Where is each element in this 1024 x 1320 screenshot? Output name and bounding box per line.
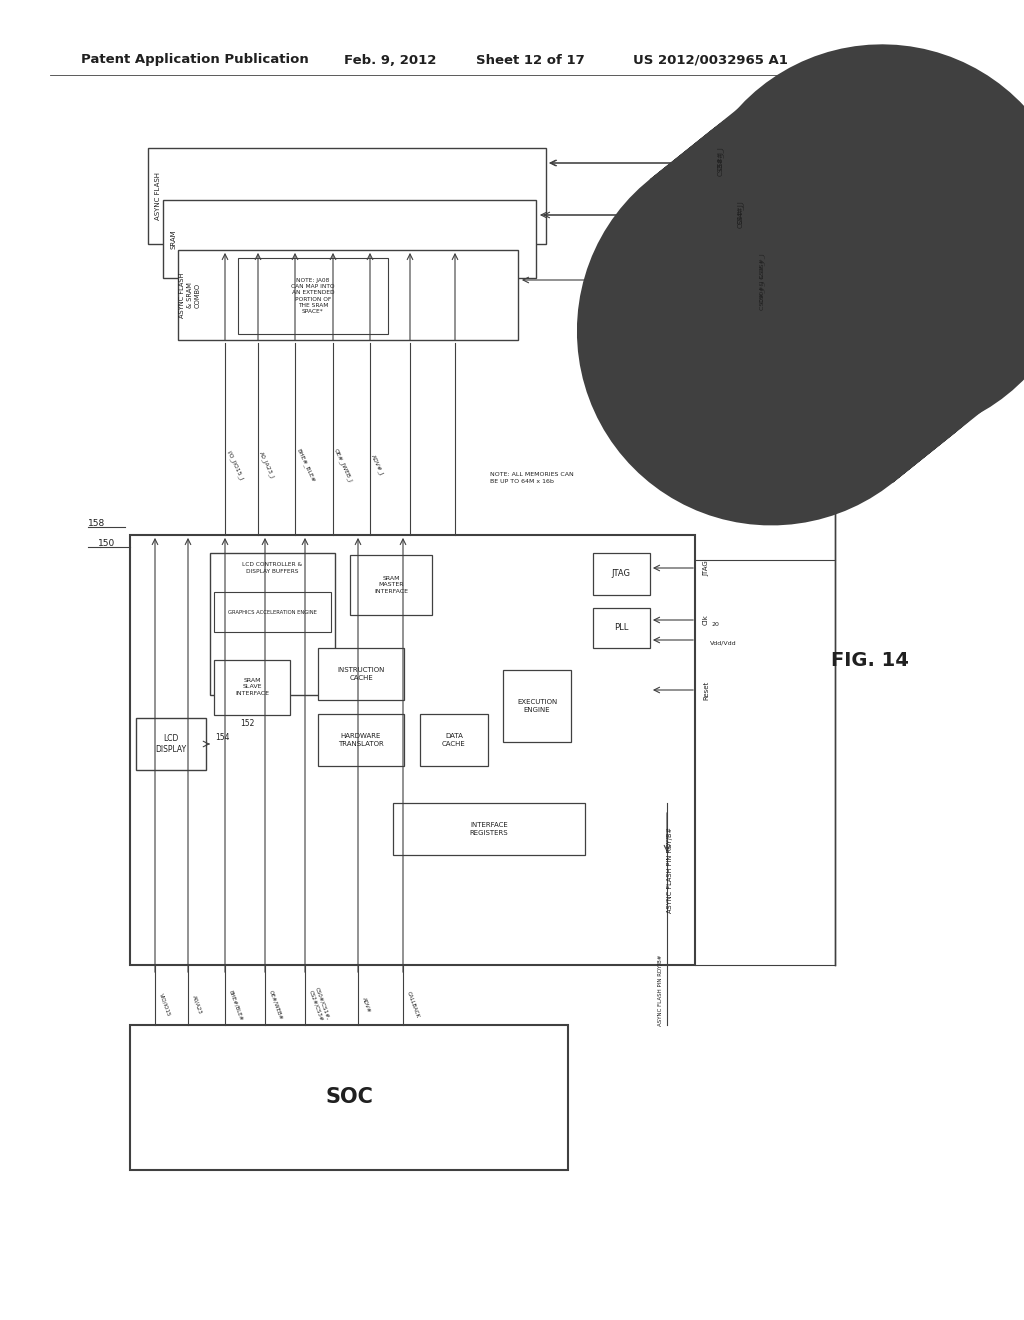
Text: ASYNC FLASH: ASYNC FLASH [155, 172, 161, 220]
Text: SRAM
MASTER
INTERFACE: SRAM MASTER INTERFACE [374, 577, 408, 594]
Text: CS0#/CS1#,
CS2#/CS3#: CS0#/CS1#, CS2#/CS3# [308, 987, 331, 1023]
Bar [210, 553, 335, 696]
Bar [238, 257, 388, 334]
Text: INTERFACE
REGISTERS: INTERFACE REGISTERS [470, 822, 508, 836]
Text: SRAM: SRAM [170, 230, 176, 248]
Text: NOTE: ALL MEMORIES CAN
BE UP TO 64M x 16b: NOTE: ALL MEMORIES CAN BE UP TO 64M x 16… [490, 473, 573, 483]
Text: LCD
DISPLAY: LCD DISPLAY [156, 734, 186, 754]
Bar [350, 554, 432, 615]
Text: Feb. 9, 2012: Feb. 9, 2012 [344, 54, 436, 66]
Text: 152: 152 [240, 718, 254, 727]
Text: NOTE: JA08
CAN MAP INTO
AN EXTENDED
PORTION OF
THE SRAM
SPACE*: NOTE: JA08 CAN MAP INTO AN EXTENDED PORT… [291, 279, 335, 314]
Text: OE#/WEB#: OE#/WEB# [268, 990, 284, 1020]
Text: 154: 154 [215, 734, 229, 742]
Text: VIO/IO15: VIO/IO15 [158, 993, 171, 1018]
Bar [420, 714, 488, 766]
Bar [318, 714, 404, 766]
Text: Patent Application Publication: Patent Application Publication [81, 54, 309, 66]
Bar [163, 201, 536, 279]
Bar [178, 249, 518, 341]
Text: US 2012/0032965 A1: US 2012/0032965 A1 [633, 54, 787, 66]
Text: LCD CONTROLLER &
DISPLAY BUFFERS: LCD CONTROLLER & DISPLAY BUFFERS [242, 562, 302, 574]
Text: CALLBACK: CALLBACK [406, 991, 420, 1019]
Text: CS0#_J & CS#_J: CS0#_J & CS#_J [759, 253, 765, 302]
Text: A0_JA23_J: A0_JA23_J [258, 450, 275, 479]
Bar [393, 803, 585, 855]
Bar [214, 591, 331, 632]
Bar [136, 718, 206, 770]
Text: Vdd/Vdd: Vdd/Vdd [710, 640, 736, 645]
Text: CS8#_J: CS8#_J [717, 147, 723, 170]
Text: CS4#_J: CS4#_J [736, 201, 743, 224]
Text: ASYNC FLASH PIN RDY/B#: ASYNC FLASH PIN RDY/B# [667, 828, 673, 913]
Text: 20: 20 [711, 623, 719, 627]
Bar [503, 671, 571, 742]
Bar [593, 553, 650, 595]
Text: JTAG: JTAG [703, 560, 709, 576]
Text: SRAM
SLAVE
INTERFACE: SRAM SLAVE INTERFACE [234, 678, 269, 696]
Text: 158: 158 [88, 519, 105, 528]
Text: EXECUTION
ENGINE: EXECUTION ENGINE [517, 700, 557, 713]
Text: SOC: SOC [325, 1086, 373, 1107]
Text: Sheet 12 of 17: Sheet 12 of 17 [475, 54, 585, 66]
Text: PLL: PLL [613, 623, 628, 632]
Text: INSTRUCTION
CACHE: INSTRUCTION CACHE [337, 667, 385, 681]
Text: CS4#_J: CS4#_J [736, 203, 743, 228]
Text: ADV#_J: ADV#_J [370, 454, 385, 477]
Text: Reset: Reset [703, 680, 709, 700]
Bar [130, 1026, 568, 1170]
Text: BHE#/BLE#: BHE#/BLE# [228, 989, 244, 1020]
Text: HARDWARE
TRANSLATOR: HARDWARE TRANSLATOR [338, 733, 384, 747]
Text: DATA
CACHE: DATA CACHE [442, 733, 466, 747]
Text: OE#_JWEB_J: OE#_JWEB_J [333, 447, 353, 483]
Text: CS0#_J & CS#_J: CS0#_J & CS#_J [759, 260, 765, 310]
Text: FIG. 14: FIG. 14 [831, 651, 909, 669]
Text: I/O_JIO15_J: I/O_JIO15_J [225, 449, 244, 480]
Bar [148, 148, 546, 244]
Text: CS8#_J: CS8#_J [717, 150, 723, 176]
Bar [214, 660, 290, 715]
Text: A0/A23: A0/A23 [191, 995, 203, 1015]
Text: ADV#: ADV# [361, 997, 372, 1014]
Text: 150: 150 [97, 539, 115, 548]
Text: Clk: Clk [703, 615, 709, 626]
Text: ASYNC FLASH PIN RDY/B#: ASYNC FLASH PIN RDY/B# [657, 954, 663, 1026]
Bar [318, 648, 404, 700]
Bar [593, 609, 650, 648]
Bar [130, 535, 695, 965]
Text: BHE#_BLE#: BHE#_BLE# [295, 447, 315, 483]
Text: GRAPHICS ACCELERATION ENGINE: GRAPHICS ACCELERATION ENGINE [227, 610, 316, 615]
Text: JTAG: JTAG [611, 569, 631, 578]
Text: ASYNC FLASH
& SRAM
COMBO: ASYNC FLASH & SRAM COMBO [179, 272, 201, 318]
